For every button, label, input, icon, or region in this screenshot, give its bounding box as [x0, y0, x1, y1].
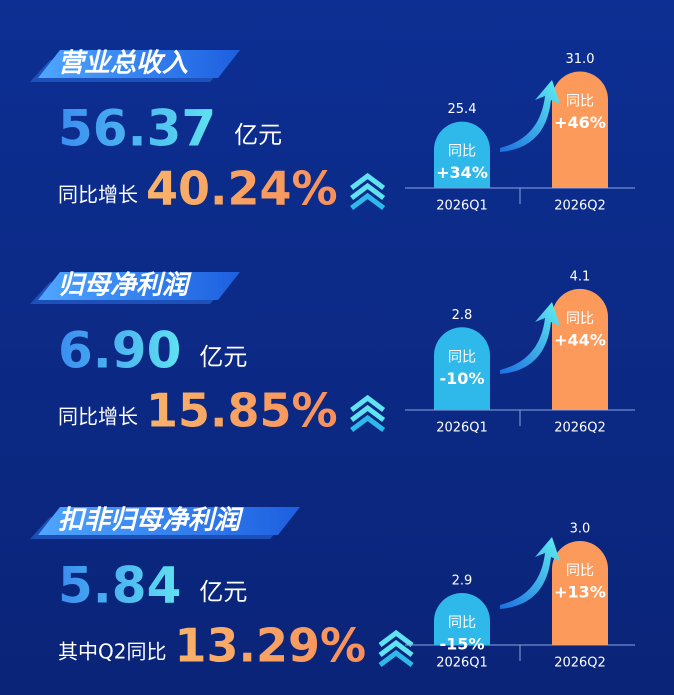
bar-annotation: 同比 [448, 144, 476, 160]
chevron-icon [350, 182, 386, 200]
bar-annotation: +34% [436, 163, 488, 182]
bar-annotation: 同比 [566, 93, 594, 109]
bar-annotation: +44% [554, 330, 606, 349]
chevron-icon [378, 639, 414, 657]
chevron-icon [350, 394, 386, 412]
growth-arrow [500, 302, 560, 374]
section-title: 归母净利润 [58, 271, 192, 301]
bar-value-label: 2.9 [452, 574, 473, 589]
main-unit: 亿元 [199, 578, 247, 606]
growth-label: 其中Q2同比 [58, 640, 166, 664]
main-value: 6.90 [58, 322, 181, 380]
bar-value-label: 2.8 [452, 308, 473, 323]
chevron-icon [350, 404, 386, 422]
bar-annotation: +13% [554, 583, 606, 602]
main-value: 56.37 [58, 100, 216, 158]
category-label: 2026Q1 [436, 656, 488, 671]
bar-annotation: 同比 [566, 311, 594, 327]
bar-value-label: 31.0 [566, 52, 595, 67]
bar [434, 121, 490, 188]
growth-arrow [500, 537, 560, 609]
main-unit: 亿元 [199, 343, 247, 371]
growth-label: 同比增长 [58, 183, 138, 207]
category-label: 2026Q2 [554, 199, 606, 214]
title-banner [38, 507, 300, 535]
bar-annotation: +46% [554, 113, 606, 132]
growth-arrow [500, 80, 560, 152]
bar-annotation: 同比 [566, 563, 594, 579]
growth-label: 同比增长 [58, 405, 138, 429]
bar-annotation: 同比 [448, 349, 476, 365]
bar [434, 327, 490, 410]
section-title: 扣非归母净利润 [58, 506, 244, 536]
bar-value-label: 25.4 [448, 102, 477, 117]
title-banner [38, 50, 240, 78]
category-label: 2026Q2 [554, 656, 606, 671]
chevron-icon [350, 192, 386, 210]
bar-annotation: -10% [440, 369, 485, 388]
growth-value: 40.24% [146, 162, 338, 216]
chevron-icon [350, 414, 386, 432]
bar [552, 71, 608, 188]
main-value: 5.84 [58, 557, 181, 615]
bar [552, 541, 608, 645]
bar-value-label: 4.1 [570, 269, 591, 284]
category-label: 2026Q1 [436, 421, 488, 436]
main-unit: 亿元 [234, 121, 282, 149]
chevron-icon [378, 629, 414, 647]
bar [552, 288, 608, 410]
bar-value-label: 3.0 [570, 522, 591, 537]
growth-value: 13.29% [174, 619, 366, 673]
chevron-icon [350, 172, 386, 190]
bar-annotation: 同比 [448, 615, 476, 631]
category-label: 2026Q2 [554, 421, 606, 436]
bar-annotation: -15% [440, 635, 485, 654]
title-banner [38, 272, 240, 300]
category-label: 2026Q1 [436, 199, 488, 214]
growth-value: 15.85% [146, 384, 338, 438]
chevron-icon [378, 649, 414, 667]
bar [434, 593, 490, 645]
section-title: 营业总收入 [58, 49, 188, 79]
